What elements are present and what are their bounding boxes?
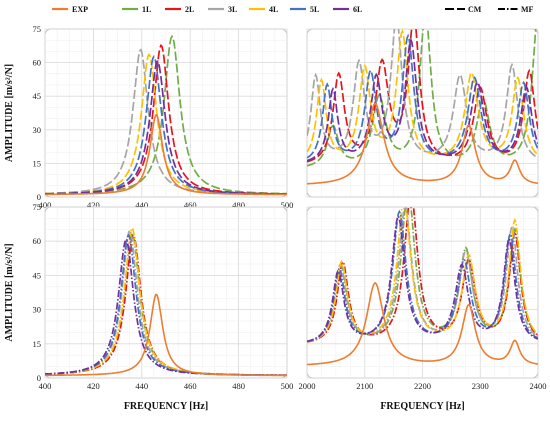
- y-tick-label: 30: [33, 125, 42, 135]
- y-tick-label: 45: [33, 270, 42, 280]
- series-line-exp: [307, 102, 538, 185]
- legend-label-exp: EXP: [72, 5, 88, 14]
- x-tick-label: 500: [281, 381, 294, 391]
- series-line-5l: [307, 209, 538, 343]
- legend-label-3l: 3L: [228, 5, 237, 14]
- x-axis-label: FREQUENCY [Hz]: [124, 401, 208, 412]
- series-line-2l: [307, 207, 538, 343]
- x-tick-label: 400: [39, 200, 52, 210]
- x-tick-label: 460: [184, 381, 197, 391]
- x-tick-label: 420: [87, 200, 100, 210]
- y-tick-label: 0: [37, 192, 41, 202]
- y-axis-label: AMPLITUDE [m/s²/N]: [4, 64, 15, 162]
- x-tick-label: 460: [184, 200, 197, 210]
- y-tick-label: 75: [33, 24, 42, 34]
- x-tick-label: 420: [87, 381, 100, 391]
- x-tick-label: 2200: [414, 381, 431, 391]
- y-tick-label: 30: [33, 305, 42, 315]
- legend-label-6l: 6L: [353, 5, 362, 14]
- legend-style-label-cm: CM: [468, 5, 482, 14]
- x-tick-label: 480: [232, 200, 245, 210]
- x-tick-label: 2300: [472, 381, 489, 391]
- x-tick-label: 2000: [299, 381, 316, 391]
- y-tick-label: 0: [37, 373, 41, 383]
- x-tick-label: 500: [281, 200, 294, 210]
- y-tick-label: 60: [33, 58, 42, 68]
- x-tick-label: 400: [39, 381, 52, 391]
- series-line-6l: [307, 37, 538, 162]
- legend-label-5l: 5L: [310, 5, 319, 14]
- series-line-5l: [307, 33, 538, 159]
- legend: EXP 1L 2L 3L 4L 5L 6L CM MF: [52, 5, 534, 14]
- x-tick-label: 440: [135, 200, 148, 210]
- series-line-6l: [307, 214, 538, 343]
- legend-label-1l: 1L: [142, 5, 151, 14]
- panel-top-right: [306, 28, 539, 198]
- y-tick-label: 75: [33, 202, 42, 212]
- x-tick-label: 2400: [530, 381, 547, 391]
- legend-style-label-mf: MF: [521, 5, 534, 14]
- series-line-3l: [307, 29, 538, 159]
- y-axis-label: AMPLITUDE [m/s²/N]: [4, 243, 15, 341]
- series-line-4l: [307, 29, 538, 156]
- x-tick-label: 480: [232, 381, 245, 391]
- x-tick-label: 2100: [356, 381, 373, 391]
- series-line-2l: [307, 29, 538, 163]
- series-line-exp: [307, 281, 538, 366]
- y-tick-label: 45: [33, 91, 42, 101]
- panel-bottom-right: 2000 2100 2200 2300 2400 FREQUENCY [Hz]: [299, 206, 547, 412]
- series-line-exp: [45, 114, 287, 196]
- y-tick-label: 60: [33, 236, 42, 246]
- y-tick-label: 15: [33, 158, 42, 168]
- series-line-3l: [307, 207, 538, 343]
- legend-label-2l: 2L: [185, 5, 194, 14]
- series-line-exp: [45, 293, 287, 377]
- x-axis-label: FREQUENCY [Hz]: [380, 401, 464, 412]
- series-line-4l: [307, 207, 538, 343]
- x-tick-label: 440: [135, 381, 148, 391]
- legend-label-4l: 4L: [269, 5, 278, 14]
- y-tick-label: 15: [33, 339, 42, 349]
